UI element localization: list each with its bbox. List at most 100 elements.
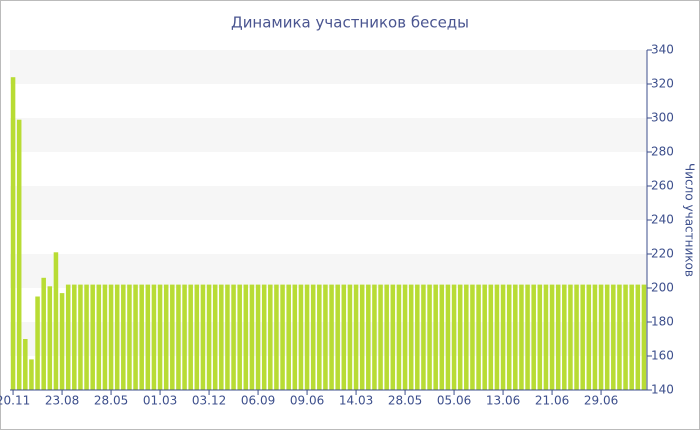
bar bbox=[335, 284, 340, 390]
x-tick-label: 21.06 bbox=[535, 394, 569, 408]
bar bbox=[23, 339, 28, 390]
bar bbox=[121, 284, 126, 390]
bar bbox=[53, 252, 59, 390]
bar bbox=[451, 284, 457, 390]
bar bbox=[243, 284, 249, 390]
bar bbox=[513, 284, 518, 390]
grid-band bbox=[10, 50, 647, 84]
bar bbox=[268, 284, 273, 390]
x-tick-label: 09.06 bbox=[290, 394, 324, 408]
bar bbox=[237, 284, 242, 390]
bar bbox=[617, 284, 622, 390]
y-tick-label: 300 bbox=[651, 111, 674, 125]
bar bbox=[543, 284, 549, 390]
y-tick-label: 320 bbox=[651, 77, 674, 91]
bar bbox=[433, 284, 438, 390]
bar bbox=[427, 284, 432, 390]
bar bbox=[519, 284, 524, 390]
bar bbox=[108, 284, 114, 390]
bar bbox=[629, 284, 634, 390]
bar bbox=[488, 284, 494, 390]
x-tick-label: 20.11 bbox=[0, 394, 30, 408]
bar bbox=[59, 293, 65, 390]
bar bbox=[568, 284, 573, 390]
bar bbox=[470, 284, 475, 390]
bar bbox=[402, 284, 408, 390]
bar bbox=[102, 284, 108, 390]
bar bbox=[72, 284, 77, 390]
bar bbox=[194, 284, 200, 390]
y-tick-label: 280 bbox=[651, 145, 674, 159]
bar bbox=[341, 284, 347, 390]
bar bbox=[127, 284, 132, 390]
bar bbox=[482, 284, 487, 390]
bar bbox=[188, 284, 193, 390]
bar bbox=[384, 284, 389, 390]
x-tick-label: 06.09 bbox=[241, 394, 275, 408]
bar bbox=[10, 77, 16, 390]
bar bbox=[231, 284, 236, 390]
bar bbox=[378, 284, 383, 390]
bar bbox=[29, 359, 34, 390]
x-tick-label: 23.08 bbox=[45, 394, 79, 408]
bar bbox=[65, 284, 71, 390]
bar bbox=[445, 284, 451, 390]
bar bbox=[457, 284, 463, 390]
x-tick-label: 29.06 bbox=[584, 394, 618, 408]
x-tick-label: 13.06 bbox=[486, 394, 520, 408]
bar bbox=[586, 284, 592, 390]
grid-band bbox=[10, 186, 647, 220]
y-tick-label: 220 bbox=[651, 247, 674, 261]
bar bbox=[476, 284, 481, 390]
bar bbox=[139, 284, 144, 390]
bar bbox=[396, 284, 402, 390]
bar bbox=[280, 284, 285, 390]
bar bbox=[206, 284, 212, 390]
bar bbox=[635, 284, 641, 390]
bar bbox=[249, 284, 255, 390]
bar bbox=[96, 284, 102, 390]
bar bbox=[421, 284, 426, 390]
bar bbox=[439, 284, 445, 390]
bar bbox=[133, 284, 138, 390]
bar bbox=[84, 284, 89, 390]
bar bbox=[219, 284, 224, 390]
grid-band bbox=[10, 254, 647, 288]
x-tick-label: 28.05 bbox=[388, 394, 422, 408]
bar bbox=[500, 284, 506, 390]
y-tick-label: 200 bbox=[651, 281, 674, 295]
bar bbox=[145, 284, 151, 390]
bar bbox=[274, 284, 279, 390]
bar bbox=[255, 284, 261, 390]
bar bbox=[176, 284, 181, 390]
bar bbox=[170, 284, 175, 390]
bar bbox=[408, 284, 414, 390]
bar bbox=[286, 284, 291, 390]
bar bbox=[531, 284, 536, 390]
bar bbox=[506, 284, 512, 390]
y-axis-title: Число участников bbox=[683, 163, 697, 277]
bar bbox=[611, 284, 616, 390]
x-tick-label: 01.03 bbox=[143, 394, 177, 408]
bar bbox=[525, 284, 530, 390]
bar bbox=[549, 284, 555, 390]
bar bbox=[353, 284, 359, 390]
y-tick-label: 180 bbox=[651, 315, 674, 329]
bar bbox=[200, 284, 206, 390]
y-tick-label: 340 bbox=[651, 43, 674, 57]
y-tick-label: 240 bbox=[651, 213, 674, 227]
bar bbox=[390, 284, 396, 390]
y-tick-label: 260 bbox=[651, 179, 674, 193]
bar bbox=[323, 284, 328, 390]
y-tick-label: 160 bbox=[651, 349, 674, 363]
bar bbox=[90, 284, 95, 390]
bar bbox=[304, 284, 310, 390]
bar bbox=[372, 284, 377, 390]
bar bbox=[641, 284, 647, 390]
bar bbox=[574, 284, 579, 390]
bar bbox=[163, 284, 169, 390]
bar bbox=[604, 284, 610, 390]
bar bbox=[347, 284, 353, 390]
y-tick-label: 140 bbox=[651, 383, 674, 397]
